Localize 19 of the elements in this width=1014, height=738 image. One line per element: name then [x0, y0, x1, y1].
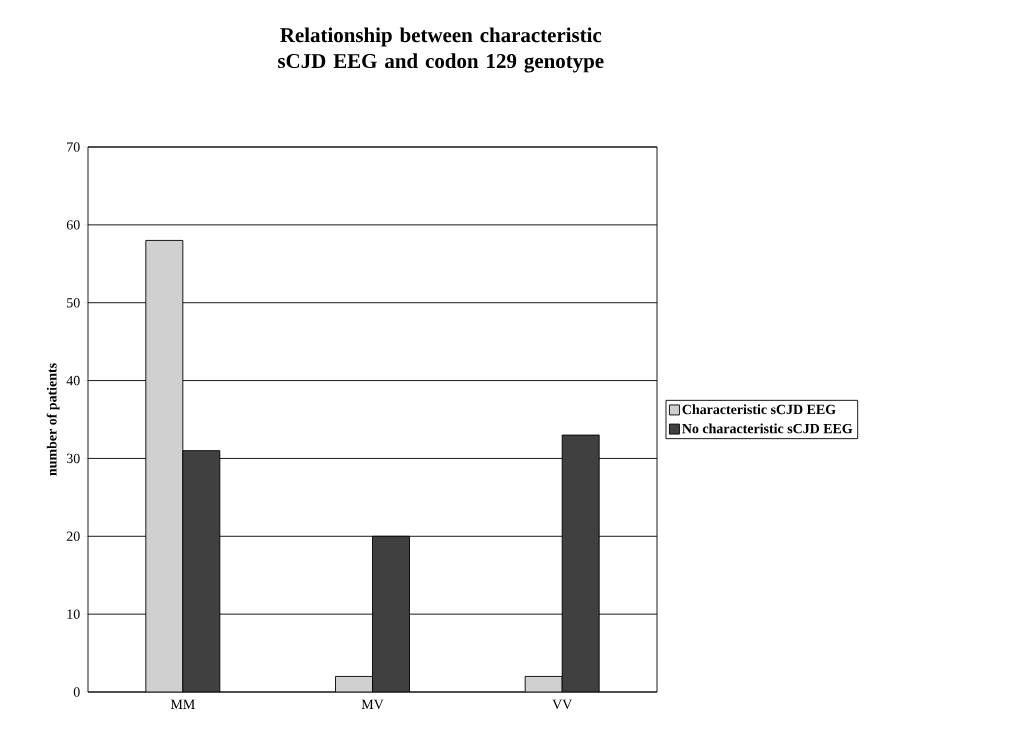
y-tick-label: 60: [66, 220, 80, 230]
legend-label: No characteristic sCJD EEG: [682, 423, 853, 434]
bar: [182, 450, 221, 692]
y-tick-label: 20: [66, 531, 80, 541]
x-tick-label: MM: [170, 699, 195, 709]
x-tick-label: VV: [552, 699, 573, 710]
y-tick-label: 70: [67, 142, 80, 152]
y-tick-label: 0: [73, 687, 80, 697]
y-tick-label: 40: [66, 375, 80, 386]
x-tick-label: MV: [361, 699, 384, 710]
y-axis-title: number of patients: [46, 363, 60, 476]
y-tick-label: 30: [66, 453, 80, 464]
bar: [561, 434, 600, 692]
legend-label: Characteristic sCJD EEG: [682, 404, 836, 415]
y-tick-label: 10: [67, 609, 80, 619]
bar: [372, 535, 410, 692]
bar: [145, 239, 184, 692]
chart-title: Relationship between characteristic sCJD EEG and codon 129 genotype: [278, 27, 604, 73]
y-tick-label: 50: [67, 298, 80, 308]
